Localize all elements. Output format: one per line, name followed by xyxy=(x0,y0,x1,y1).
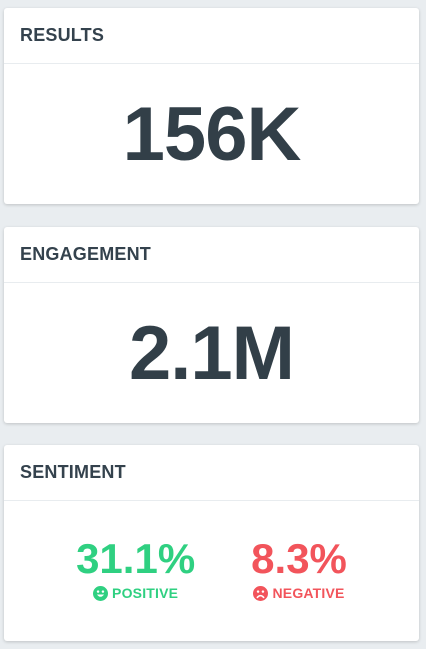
positive-value: 31.1% xyxy=(76,535,196,582)
results-panel: RESULTS 156K xyxy=(4,8,419,204)
engagement-title: ENGAGEMENT xyxy=(4,227,419,283)
positive-label-row: POSITIVE xyxy=(93,585,178,601)
negative-value: 8.3% xyxy=(251,535,347,582)
sentiment-title: SENTIMENT xyxy=(4,445,419,501)
results-value: 156K xyxy=(122,91,302,177)
negative-sentiment: 8.3% NEGATIVE xyxy=(251,535,347,602)
smile-icon xyxy=(93,585,109,601)
sentiment-panel: SENTIMENT 31.1% POSITIVE 8.3% xyxy=(4,445,419,641)
results-title: RESULTS xyxy=(4,8,419,64)
negative-label: NEGATIVE xyxy=(272,585,345,601)
frown-icon xyxy=(253,585,269,601)
engagement-panel: ENGAGEMENT 2.1M xyxy=(4,227,419,423)
positive-sentiment: 31.1% POSITIVE xyxy=(76,535,196,602)
engagement-value: 2.1M xyxy=(129,310,295,396)
positive-label: POSITIVE xyxy=(112,585,179,601)
sentiment-row: 31.1% POSITIVE 8.3% NEG xyxy=(4,535,419,602)
negative-label-row: NEGATIVE xyxy=(253,585,344,601)
